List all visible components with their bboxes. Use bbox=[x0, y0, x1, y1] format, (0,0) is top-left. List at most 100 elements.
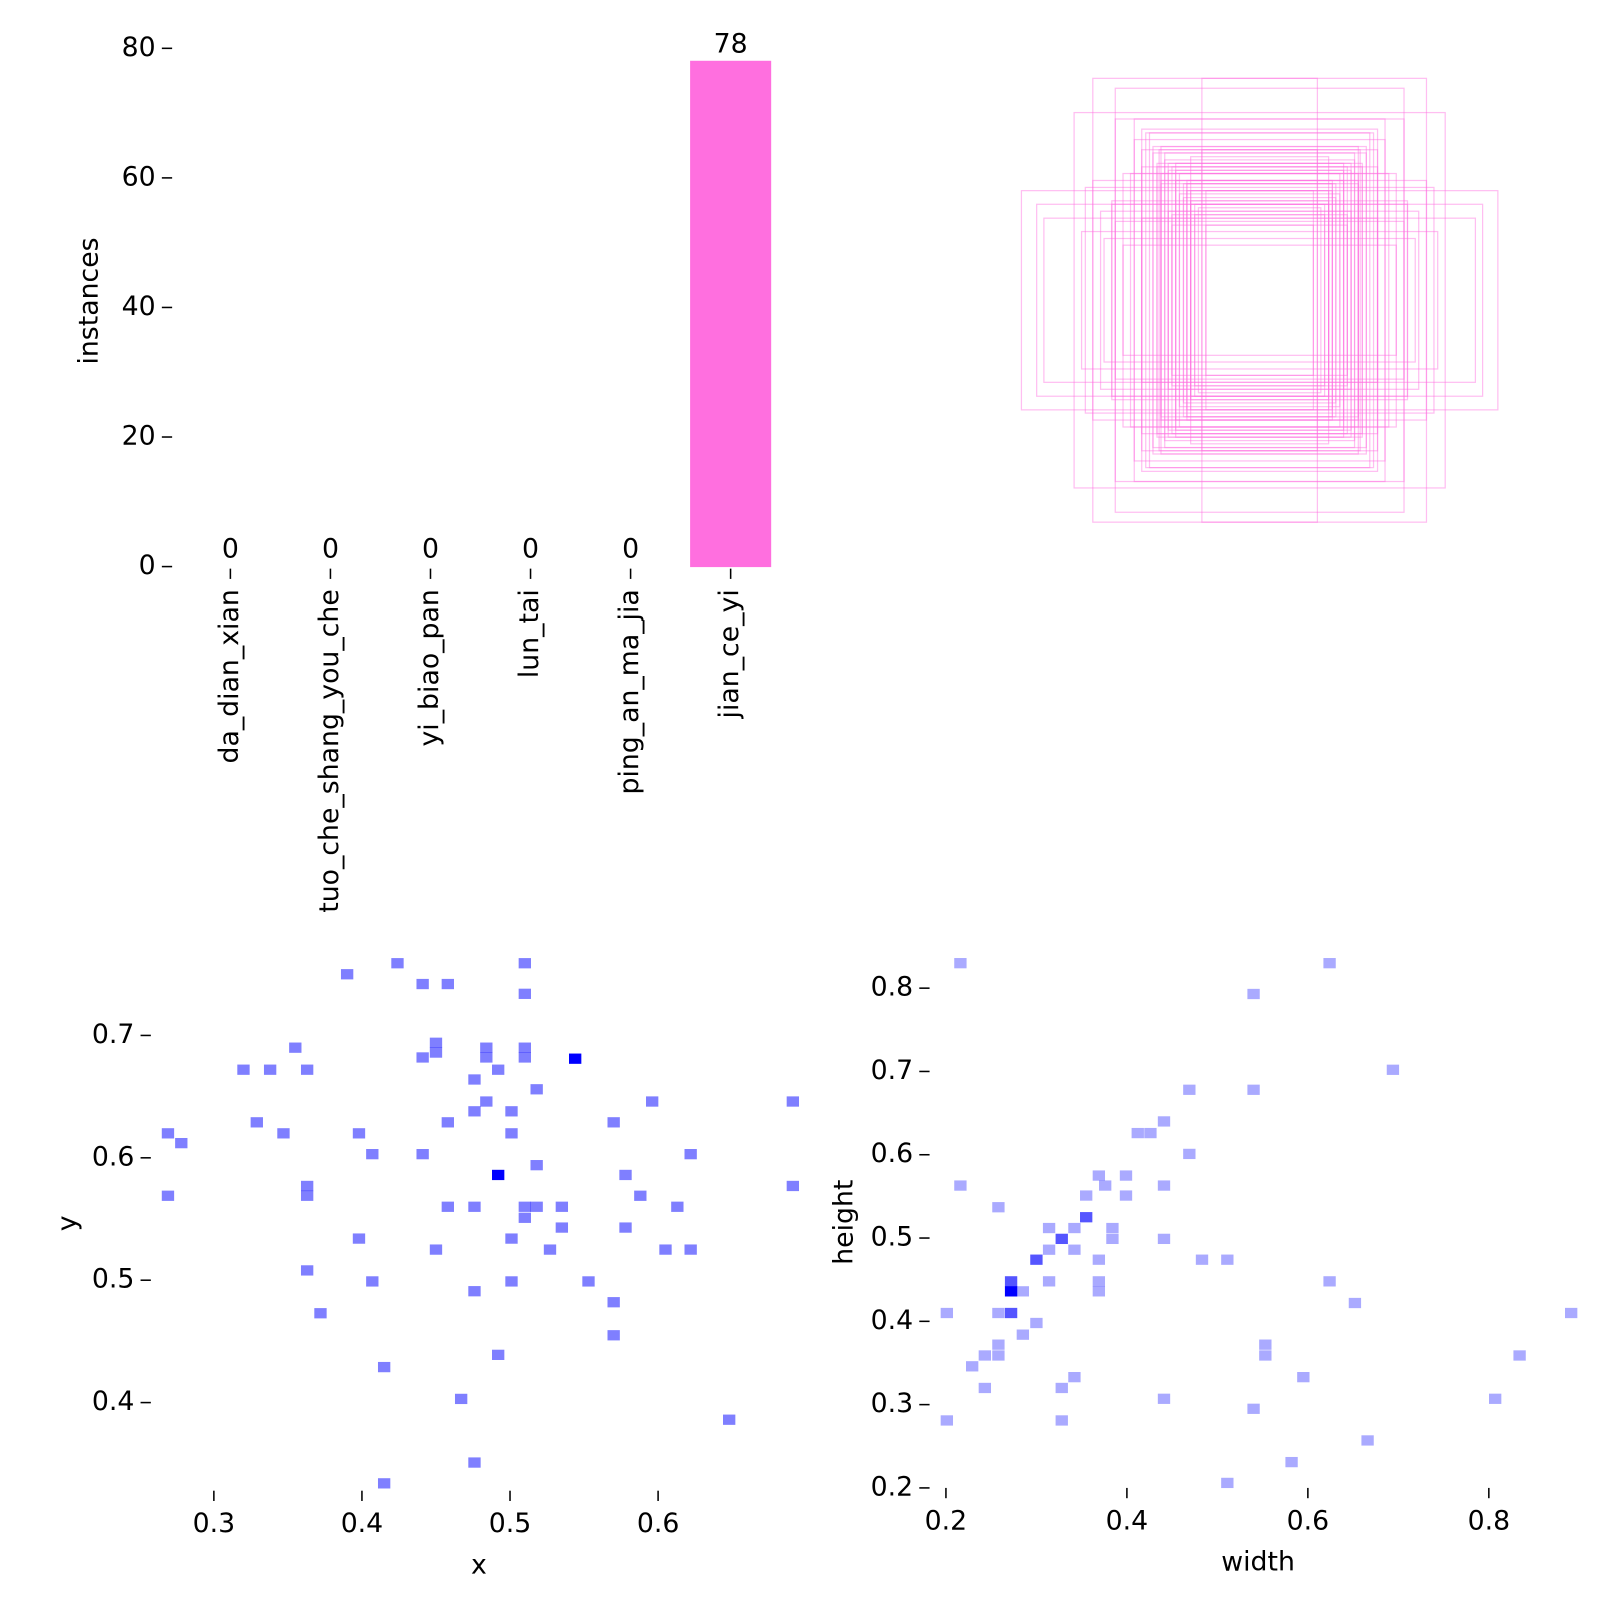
box-outline bbox=[1194, 214, 1326, 387]
hist-cell bbox=[1092, 1276, 1106, 1287]
hist-cell bbox=[1285, 1456, 1298, 1468]
hist-cell bbox=[1042, 1244, 1056, 1255]
bar-value-label: 0 bbox=[422, 534, 439, 565]
hist-cell bbox=[619, 1222, 632, 1233]
y-tick-label: 0.4 bbox=[871, 1305, 914, 1336]
box-outline bbox=[1175, 179, 1345, 421]
x-tick-label: 0.6 bbox=[1287, 1505, 1330, 1536]
hist-cell bbox=[1004, 1307, 1018, 1319]
hist-cell bbox=[300, 1265, 314, 1276]
hist-cell bbox=[1080, 1212, 1093, 1223]
hist-cell bbox=[1016, 1329, 1030, 1340]
box-outline bbox=[1080, 230, 1439, 370]
hist-cell bbox=[634, 1190, 647, 1201]
hist-cell bbox=[1068, 1371, 1081, 1383]
x-tick-label: 0.6 bbox=[637, 1508, 680, 1539]
box-outline bbox=[1084, 186, 1435, 414]
box-outline bbox=[1171, 224, 1348, 377]
hist-cell bbox=[468, 1201, 481, 1212]
hist-cell bbox=[1080, 1190, 1093, 1201]
hist-cell bbox=[1144, 1127, 1157, 1139]
hist-cell bbox=[1183, 1084, 1196, 1095]
bar-value-label: 0 bbox=[522, 534, 539, 565]
box-outline bbox=[1114, 87, 1405, 513]
hist-cell bbox=[954, 958, 967, 969]
box-outline bbox=[1073, 111, 1446, 489]
hist-cell bbox=[1030, 1254, 1043, 1265]
x-tick-label: ping_an_ma_jia bbox=[614, 589, 645, 794]
hist-cell bbox=[940, 1415, 954, 1426]
bar-value-label: 0 bbox=[322, 534, 339, 565]
hist-cell bbox=[1157, 1116, 1171, 1127]
y-tick-label: 0 bbox=[139, 550, 156, 581]
bar bbox=[690, 60, 772, 568]
bar-value-label: 78 bbox=[714, 28, 748, 59]
box-outline bbox=[1158, 149, 1361, 452]
y-tick-label: 80 bbox=[122, 32, 156, 63]
hist-cell bbox=[468, 1457, 481, 1468]
x-tick-label: da_dian_xian bbox=[214, 589, 245, 763]
box-outline bbox=[1122, 244, 1397, 356]
box-outline bbox=[1167, 169, 1352, 431]
hist-cell bbox=[352, 1128, 366, 1139]
hist-cell bbox=[1183, 1148, 1196, 1160]
y-tick-label: 0.7 bbox=[871, 1055, 914, 1086]
box-outline bbox=[1164, 159, 1356, 442]
box-outline bbox=[1167, 210, 1352, 390]
box-outline bbox=[1148, 132, 1371, 469]
box-outline bbox=[1141, 217, 1379, 383]
box-outline bbox=[1152, 152, 1367, 449]
hist-cell bbox=[1348, 1297, 1362, 1309]
y-tick-label: 0.5 bbox=[871, 1222, 914, 1253]
hist-cell bbox=[366, 1149, 379, 1160]
box-outline bbox=[1141, 149, 1379, 452]
hist-cell bbox=[277, 1128, 290, 1139]
hist-cell bbox=[1247, 1084, 1260, 1095]
hist-cell bbox=[492, 1064, 505, 1075]
y-tick-label: 0.3 bbox=[871, 1388, 914, 1419]
hist-cell bbox=[1361, 1435, 1374, 1446]
hist-cell bbox=[468, 1286, 481, 1297]
hist-cell bbox=[619, 1169, 632, 1181]
hist-cell bbox=[1386, 1064, 1400, 1075]
hist-cell bbox=[1092, 1286, 1106, 1297]
hist-cell bbox=[1195, 1254, 1209, 1265]
box-outline bbox=[1186, 190, 1333, 411]
hist-cell bbox=[340, 969, 354, 980]
hist-cell bbox=[1259, 1339, 1272, 1350]
hist-cell bbox=[1119, 1190, 1133, 1201]
hist-cell bbox=[1131, 1127, 1144, 1139]
y-tick-label: 0.7 bbox=[92, 1019, 135, 1050]
y-tick-label: 0.5 bbox=[92, 1264, 135, 1295]
x-tick-label: 0.8 bbox=[1468, 1505, 1511, 1536]
box-outline bbox=[1036, 203, 1484, 397]
hist-cell bbox=[518, 1042, 531, 1053]
hist-cell bbox=[530, 1201, 543, 1212]
hist-cell bbox=[1565, 1307, 1578, 1319]
hist-cell bbox=[1092, 1254, 1106, 1265]
box-outline bbox=[1190, 156, 1330, 445]
box-outline bbox=[1201, 149, 1319, 452]
hist-cell bbox=[1092, 1170, 1106, 1181]
hist-cell bbox=[569, 1053, 582, 1064]
hist-cell bbox=[530, 1084, 543, 1095]
hist-cell bbox=[1016, 1286, 1030, 1297]
y-tick-label: 0.2 bbox=[871, 1471, 914, 1502]
box-outline bbox=[1160, 183, 1359, 418]
box-outline bbox=[1190, 203, 1330, 397]
hist-cell bbox=[1099, 1180, 1112, 1191]
hist-cell bbox=[1106, 1233, 1119, 1245]
hist-cell bbox=[377, 1478, 391, 1489]
box-outline bbox=[1141, 166, 1379, 435]
x-tick-label: 0.4 bbox=[1106, 1505, 1149, 1536]
box-outline bbox=[1092, 77, 1428, 523]
hist-cell bbox=[468, 1106, 481, 1117]
box-outline bbox=[1099, 210, 1420, 390]
hist-cell bbox=[786, 1096, 800, 1107]
box-outline bbox=[1156, 166, 1363, 435]
x-tick-label: tuo_che_shang_you_che bbox=[314, 589, 345, 913]
box-outline bbox=[1186, 179, 1333, 421]
hist-cell bbox=[391, 958, 404, 969]
box-outline bbox=[1205, 224, 1314, 377]
hist-cell bbox=[300, 1190, 314, 1201]
